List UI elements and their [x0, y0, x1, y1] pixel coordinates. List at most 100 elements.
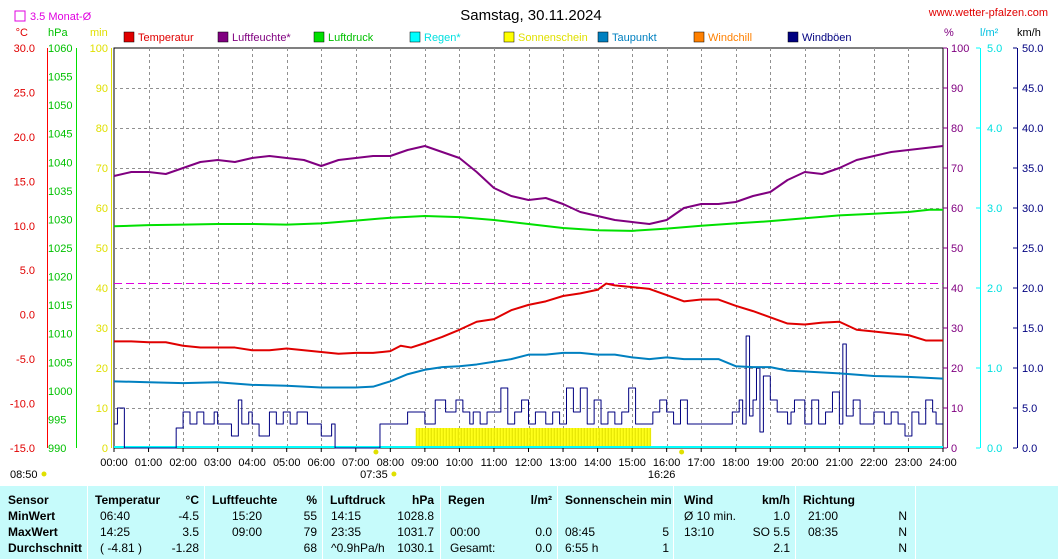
pressure-tick: 1000: [48, 386, 72, 398]
weather-chart: Samstag, 30.11.2024 www.wetter-pfalzen.c…: [9, 7, 1048, 481]
legend: Temperatur Luftfeuchte* Luftdruck Regen* Son…: [123, 31, 852, 44]
table-header: Wind: [684, 493, 714, 507]
time-tick: 18:00: [722, 457, 750, 469]
temp-tick: 15.0: [14, 176, 35, 188]
table-header: Sonnenschein min: [565, 493, 672, 507]
pressure-tick: 1010: [48, 329, 72, 341]
avg-marker-label: 3.5 Monat-Ø: [30, 11, 92, 23]
time-tick: 09:00: [411, 457, 439, 469]
time-tick: 05:00: [273, 457, 301, 469]
pressure-tick: 1040: [48, 157, 72, 169]
table-cell: 55: [303, 509, 317, 523]
chart-title: Samstag, 30.11.2024: [460, 7, 602, 24]
legend-swatch: [787, 31, 799, 43]
row-label: MaxWert: [8, 525, 58, 539]
rain-tick: 4.0: [987, 123, 1002, 135]
sunrise-label: 07:35: [360, 469, 388, 481]
pressure-unit: hPa: [48, 27, 68, 39]
time-tick: 12:00: [515, 457, 543, 469]
time-tick: 04:00: [238, 457, 266, 469]
table-cell: 0.0: [535, 525, 552, 539]
legend-label: Luftfeuchte*: [232, 32, 291, 44]
pressure-tick: 1060: [48, 43, 72, 55]
table-cell: ^0.9hPa/h: [331, 541, 385, 555]
table-cell: 14:15: [331, 509, 362, 523]
minutes-tick: 70: [96, 163, 108, 175]
minutes-tick: 50: [96, 243, 108, 255]
humidity-line: [113, 145, 944, 225]
minutes-tick: 80: [96, 123, 108, 135]
humidity-tick: 60: [951, 203, 963, 215]
pressure-line: [113, 208, 943, 232]
table-header: Temperatur: [95, 493, 161, 507]
time-tick: 21:00: [826, 457, 854, 469]
pressure-tick: 1020: [48, 272, 72, 284]
table-cell: 1: [662, 541, 669, 555]
table-header: hPa: [411, 493, 434, 507]
wind-tick: 0.0: [1022, 443, 1037, 455]
table-cell: 08:35: [808, 525, 839, 539]
site-link[interactable]: www.wetter-pfalzen.com: [928, 7, 1048, 19]
legend-swatch: [123, 31, 135, 43]
temp-tick: 20.0: [14, 132, 35, 144]
legend-label: Sonnenschein: [518, 32, 588, 44]
temp-tick: -10.0: [10, 399, 35, 411]
rain-tick: 5.0: [987, 43, 1002, 55]
pressure-tick: 995: [48, 414, 66, 426]
sunrise-icon: [391, 471, 397, 477]
table-cell: SO 5.5: [752, 525, 790, 539]
pressure-tick: 1055: [48, 72, 72, 84]
prev-sun-label: 08:50: [10, 469, 38, 481]
humidity-tick: 0: [951, 443, 957, 455]
wind-tick: 25.0: [1022, 243, 1043, 255]
rain-tick: 1.0: [987, 363, 1002, 375]
minutes-tick: 90: [96, 83, 108, 95]
pressure-tick: 1050: [48, 100, 72, 112]
table-divider: [87, 486, 88, 559]
table-divider: [440, 486, 441, 559]
humidity-tick: 10: [951, 403, 963, 415]
table-cell: N: [898, 509, 907, 523]
time-tick: 19:00: [757, 457, 785, 469]
rain-unit: l/m²: [980, 27, 999, 39]
wind-tick: 35.0: [1022, 163, 1043, 175]
table-cell: 23:35: [331, 525, 362, 539]
row-label: MinWert: [8, 509, 56, 523]
table-header: %: [306, 493, 317, 507]
table-header: Luftdruck: [330, 493, 386, 507]
pressure-tick: 1035: [48, 186, 72, 198]
table-cell: 5: [662, 525, 669, 539]
table-divider: [795, 486, 796, 559]
legend-label: Taupunkt: [612, 32, 657, 44]
row-label: Durchschnitt: [8, 541, 83, 555]
minutes-tick: 20: [96, 363, 108, 375]
pressure-tick: 990: [48, 443, 66, 455]
time-tick: 22:00: [860, 457, 888, 469]
time-tick: 15:00: [618, 457, 646, 469]
table-cell: 0.0: [535, 541, 552, 555]
table-header: Richtung: [803, 493, 855, 507]
rain-tick: 3.0: [987, 203, 1002, 215]
minutes-tick: 30: [96, 323, 108, 335]
minutes-tick: 0: [102, 443, 108, 455]
wind-gust-line: [114, 335, 943, 449]
humidity-tick: 80: [951, 123, 963, 135]
temp-tick: 0.0: [20, 310, 35, 322]
table-cell: 14:25: [100, 525, 131, 539]
sunrise-marker: [373, 449, 379, 455]
rain-tick: 0.0: [987, 443, 1002, 455]
legend-swatch: [409, 31, 421, 43]
time-tick: 24:00: [929, 457, 957, 469]
wind-unit: km/h: [1017, 27, 1041, 39]
time-tick: 10:00: [446, 457, 474, 469]
humidity-tick: 50: [951, 243, 963, 255]
legend-label: Temperatur: [138, 32, 194, 44]
time-tick: 20:00: [791, 457, 819, 469]
avg-marker-icon: [14, 10, 26, 22]
temp-tick: 30.0: [14, 43, 35, 55]
grid: [113, 47, 944, 449]
prev-sun-icon: [41, 471, 47, 477]
time-tick: 00:00: [100, 457, 128, 469]
legend-swatch: [217, 31, 229, 43]
temperature-line: [114, 282, 943, 355]
